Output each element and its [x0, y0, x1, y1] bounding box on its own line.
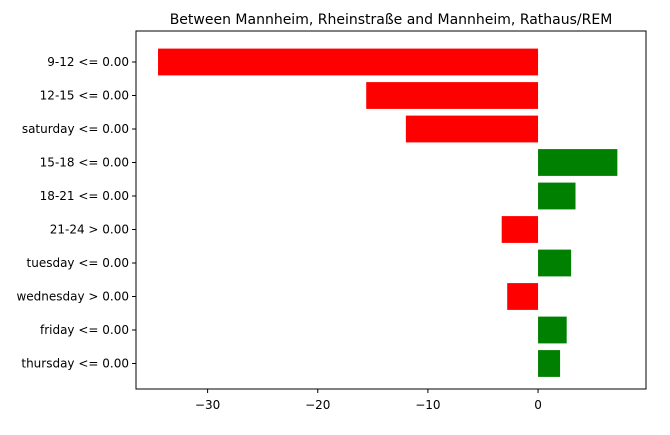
- y-tick-label: saturday <= 0.00: [22, 122, 129, 136]
- y-axis-ticks: 9-12 <= 0.00 12-15 <= 0.00 saturday <= 0.0…: [16, 55, 136, 371]
- x-tick-label: 0: [534, 398, 542, 412]
- bar-0: [158, 48, 539, 76]
- bar-1: [366, 82, 539, 109]
- x-tick-label: −10: [415, 398, 440, 412]
- bar-7: [507, 283, 539, 310]
- y-tick-label: 15-18 <= 0.00: [40, 156, 129, 170]
- chart-title: Between Mannheim, Rheinstraße and Mannhe…: [170, 12, 613, 28]
- plot-frame: [135, 30, 647, 390]
- y-tick-label: tuesday <= 0.00: [27, 256, 129, 270]
- x-tick-label: −30: [195, 398, 220, 412]
- y-tick-label: friday <= 0.00: [40, 323, 129, 337]
- y-tick-label: 9-12 <= 0.00: [47, 55, 129, 69]
- x-tick-label: −20: [305, 398, 330, 412]
- y-tick-label: 12-15 <= 0.00: [40, 89, 129, 103]
- x-axis-ticks: −30 −20 −10 0: [195, 389, 542, 412]
- y-tick-label: thursday <= 0.00: [21, 357, 129, 371]
- bar-6: [538, 249, 572, 277]
- bars-group: [158, 48, 618, 377]
- y-tick-label: 18-21 <= 0.00: [40, 189, 129, 203]
- y-tick-label: wednesday > 0.00: [16, 290, 129, 304]
- bar-8: [538, 316, 567, 344]
- y-tick-label: 21-24 > 0.00: [50, 223, 129, 237]
- bar-2: [405, 115, 539, 143]
- bar-4: [538, 182, 576, 210]
- bar-9: [538, 350, 561, 377]
- bar-5: [501, 216, 539, 243]
- bar-3: [538, 149, 618, 176]
